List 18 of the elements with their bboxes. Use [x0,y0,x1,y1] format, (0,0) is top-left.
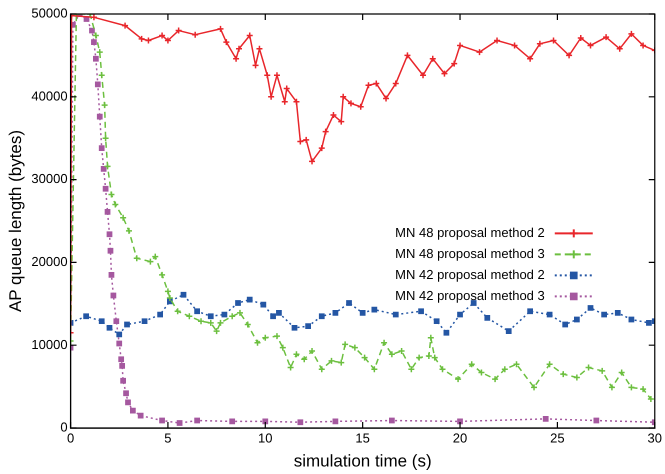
legend-label: MN 48 proposal method 2 [395,225,545,240]
x-tick-label: 25 [550,430,565,446]
x-tick-label: 10 [258,430,273,446]
y-tick-label: 50000 [31,6,68,21]
legend-label: MN 42 proposal method 3 [395,288,545,303]
y-tick-label: 0 [60,420,68,435]
y-axis-title: AP queue length (bytes) [6,130,25,312]
x-tick-label: 5 [164,430,172,446]
x-tick-label: 30 [648,430,662,446]
y-tick-label: 20000 [31,254,68,269]
legend-label: MN 42 proposal method 2 [395,267,545,282]
y-tick-label: 30000 [31,171,68,186]
x-tick-label: 20 [452,430,468,446]
x-axis-title: simulation time (s) [294,451,432,470]
y-tick-label: 10000 [31,336,68,352]
legend-label: MN 48 proposal method 3 [395,246,545,261]
x-tick-label: 15 [355,430,370,446]
y-tick-label: 40000 [31,88,68,104]
